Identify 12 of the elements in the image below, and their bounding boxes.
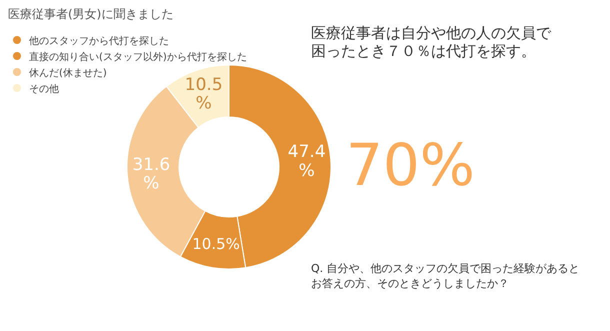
chart-title: 医療従事者(男女)に聞きました [8,7,174,21]
data-label: 31.6 % [132,154,170,194]
data-label: 10.5 % [184,74,223,114]
legend-label: その他 [29,83,59,95]
legend-label: 直接の知り合い(スタッフ以外)から代打を探した [29,51,247,63]
data-label: 47.4 % [288,142,326,181]
legend-label: 休んだ(休ませた) [29,68,107,79]
text: 70% [346,131,475,199]
text: Q. 自分や、他のスタッフの欠員で困った経験があるとお答えの方、そのときどうしましたか？ [311,262,580,290]
data-label: 10.5% [192,235,240,254]
legend-label: 他のスタッフから代打を探した [29,35,169,47]
text: 医療従事者は自分や他の人の欠員で困ったとき７０％は代打を探す。 [311,24,552,60]
